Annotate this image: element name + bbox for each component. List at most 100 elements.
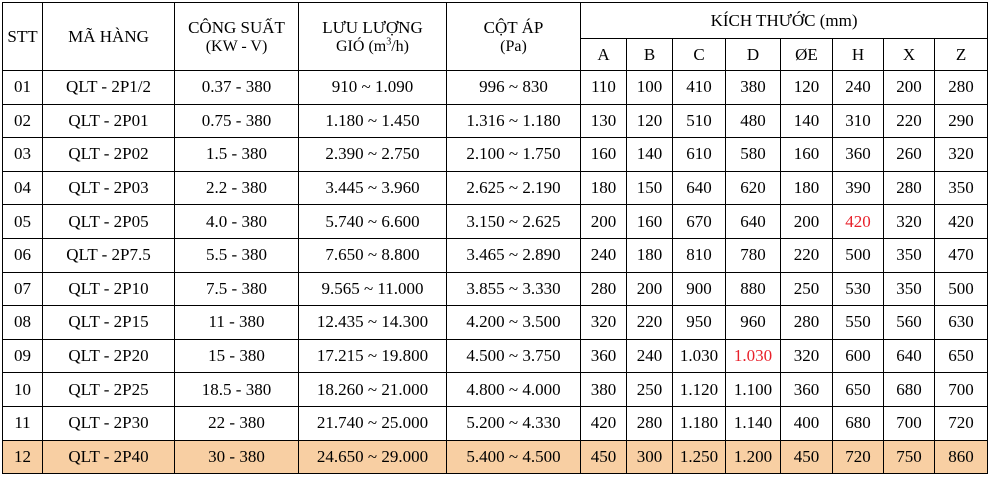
cell-d: 620 bbox=[725, 170, 781, 206]
cell-pressure: 2.625 ~ 2.190 bbox=[446, 170, 581, 206]
cell-stt: 02 bbox=[2, 103, 43, 139]
cell-h: 720 bbox=[832, 439, 884, 475]
cell-c: 1.250 bbox=[672, 439, 726, 475]
cell-c: 610 bbox=[672, 137, 726, 172]
cell-b: 140 bbox=[626, 137, 673, 172]
cell-c: 950 bbox=[672, 305, 726, 340]
table-row: 12 QLT - 2P40 30 - 380 24.650 ~ 29.000 5.400… bbox=[2, 439, 989, 475]
table-row: 01 QLT - 2P1/2 0.37 - 380 910 ~ 1.090 996 ~ … bbox=[2, 70, 989, 105]
cell-h: 530 bbox=[832, 271, 884, 307]
cell-x: 350 bbox=[883, 237, 935, 273]
header-airflow-line2-post: /h) bbox=[391, 37, 409, 55]
cell-power: 4.0 - 380 bbox=[174, 204, 299, 239]
header-dim-d: D bbox=[725, 38, 781, 71]
cell-stt: 12 bbox=[2, 439, 43, 475]
cell-airflow: 1.180 ~ 1.450 bbox=[298, 103, 447, 139]
cell-c: 510 bbox=[672, 103, 726, 139]
header-power-line1: CÔNG SUẤT bbox=[188, 17, 285, 37]
cell-stt: 05 bbox=[2, 204, 43, 239]
cell-airflow: 5.740 ~ 6.600 bbox=[298, 204, 447, 239]
cell-e: 200 bbox=[780, 204, 833, 239]
cell-a: 200 bbox=[580, 204, 627, 239]
cell-z: 630 bbox=[933, 305, 989, 340]
cell-d: 1.200 bbox=[725, 439, 781, 475]
cell-a: 160 bbox=[580, 137, 627, 172]
cell-model: QLT - 2P02 bbox=[42, 137, 175, 172]
cell-b: 250 bbox=[626, 372, 673, 407]
cell-stt: 11 bbox=[2, 405, 43, 441]
cell-e: 220 bbox=[780, 237, 833, 273]
cell-pressure: 996 ~ 830 bbox=[446, 70, 581, 105]
cell-b: 150 bbox=[626, 170, 673, 206]
cell-model: QLT - 2P03 bbox=[42, 170, 175, 206]
cell-model: QLT - 2P30 bbox=[42, 405, 175, 441]
cell-e: 400 bbox=[780, 405, 833, 441]
header-dim-e: ØE bbox=[780, 38, 833, 71]
cell-b: 120 bbox=[626, 103, 673, 139]
cell-h: 550 bbox=[832, 305, 884, 340]
cell-e: 160 bbox=[780, 137, 833, 172]
cell-model: QLT - 2P01 bbox=[42, 103, 175, 139]
table-row: 04 QLT - 2P03 2.2 - 380 3.445 ~ 3.960 2.625 … bbox=[2, 170, 989, 206]
cell-d: 580 bbox=[725, 137, 781, 172]
cell-stt: 07 bbox=[2, 271, 43, 307]
cell-h: 360 bbox=[832, 137, 884, 172]
table-row: 02 QLT - 2P01 0.75 - 380 1.180 ~ 1.450 1.316… bbox=[2, 103, 989, 139]
table-row: 07 QLT - 2P10 7.5 - 380 9.565 ~ 11.000 3.855… bbox=[2, 271, 989, 307]
cell-airflow: 3.445 ~ 3.960 bbox=[298, 170, 447, 206]
cell-z: 500 bbox=[933, 271, 989, 307]
cell-airflow: 910 ~ 1.090 bbox=[298, 70, 447, 105]
cell-power: 7.5 - 380 bbox=[174, 271, 299, 307]
cell-x: 320 bbox=[883, 204, 935, 239]
table-row: 05 QLT - 2P05 4.0 - 380 5.740 ~ 6.600 3.150 … bbox=[2, 204, 989, 239]
header-airflow-line2: GIÓ (m3/h) bbox=[300, 37, 446, 56]
cell-h: 240 bbox=[832, 70, 884, 105]
cell-e: 140 bbox=[780, 103, 833, 139]
cell-h: 390 bbox=[832, 170, 884, 206]
cell-airflow: 17.215 ~ 19.800 bbox=[298, 338, 447, 374]
cell-d: 1.030 bbox=[725, 338, 781, 374]
table-row: 11 QLT - 2P30 22 - 380 21.740 ~ 25.000 5.200… bbox=[2, 405, 989, 441]
cell-b: 300 bbox=[626, 439, 673, 475]
header-pressure-line2: (Pa) bbox=[500, 37, 527, 55]
cell-d: 960 bbox=[725, 305, 781, 340]
cell-c: 810 bbox=[672, 237, 726, 273]
cell-stt: 10 bbox=[2, 372, 43, 407]
cell-h: 500 bbox=[832, 237, 884, 273]
cell-d: 780 bbox=[725, 237, 781, 273]
cell-a: 360 bbox=[580, 338, 627, 374]
cell-d: 1.140 bbox=[725, 405, 781, 441]
cell-h: 600 bbox=[832, 338, 884, 374]
cell-h: 420 bbox=[832, 204, 884, 239]
cell-a: 180 bbox=[580, 170, 627, 206]
cell-power: 15 - 380 bbox=[174, 338, 299, 374]
cell-pressure: 3.150 ~ 2.625 bbox=[446, 204, 581, 239]
cell-pressure: 3.465 ~ 2.890 bbox=[446, 237, 581, 273]
cell-a: 450 bbox=[580, 439, 627, 475]
header-dim-a: A bbox=[580, 38, 627, 71]
cell-x: 640 bbox=[883, 338, 935, 374]
header-airflow-line1: LƯU LƯỢNG bbox=[322, 17, 423, 37]
cell-x: 750 bbox=[883, 439, 935, 475]
cell-h: 310 bbox=[832, 103, 884, 139]
cell-e: 250 bbox=[780, 271, 833, 307]
cell-power: 18.5 - 380 bbox=[174, 372, 299, 407]
cell-a: 380 bbox=[580, 372, 627, 407]
cell-c: 1.120 bbox=[672, 372, 726, 407]
cell-e: 320 bbox=[780, 338, 833, 374]
header-airflow-line2-pre: GIÓ (m bbox=[336, 37, 387, 55]
cell-z: 350 bbox=[933, 170, 989, 206]
cell-x: 700 bbox=[883, 405, 935, 441]
header-dim-h: H bbox=[832, 38, 884, 71]
cell-pressure: 2.100 ~ 1.750 bbox=[446, 137, 581, 172]
cell-a: 240 bbox=[580, 237, 627, 273]
cell-b: 280 bbox=[626, 405, 673, 441]
cell-pressure: 5.400 ~ 4.500 bbox=[446, 439, 581, 475]
cell-pressure: 4.500 ~ 3.750 bbox=[446, 338, 581, 374]
cell-b: 180 bbox=[626, 237, 673, 273]
table-row: 09 QLT - 2P20 15 - 380 17.215 ~ 19.800 4.500… bbox=[2, 338, 989, 374]
cell-e: 280 bbox=[780, 305, 833, 340]
cell-x: 280 bbox=[883, 170, 935, 206]
cell-model: QLT - 2P20 bbox=[42, 338, 175, 374]
